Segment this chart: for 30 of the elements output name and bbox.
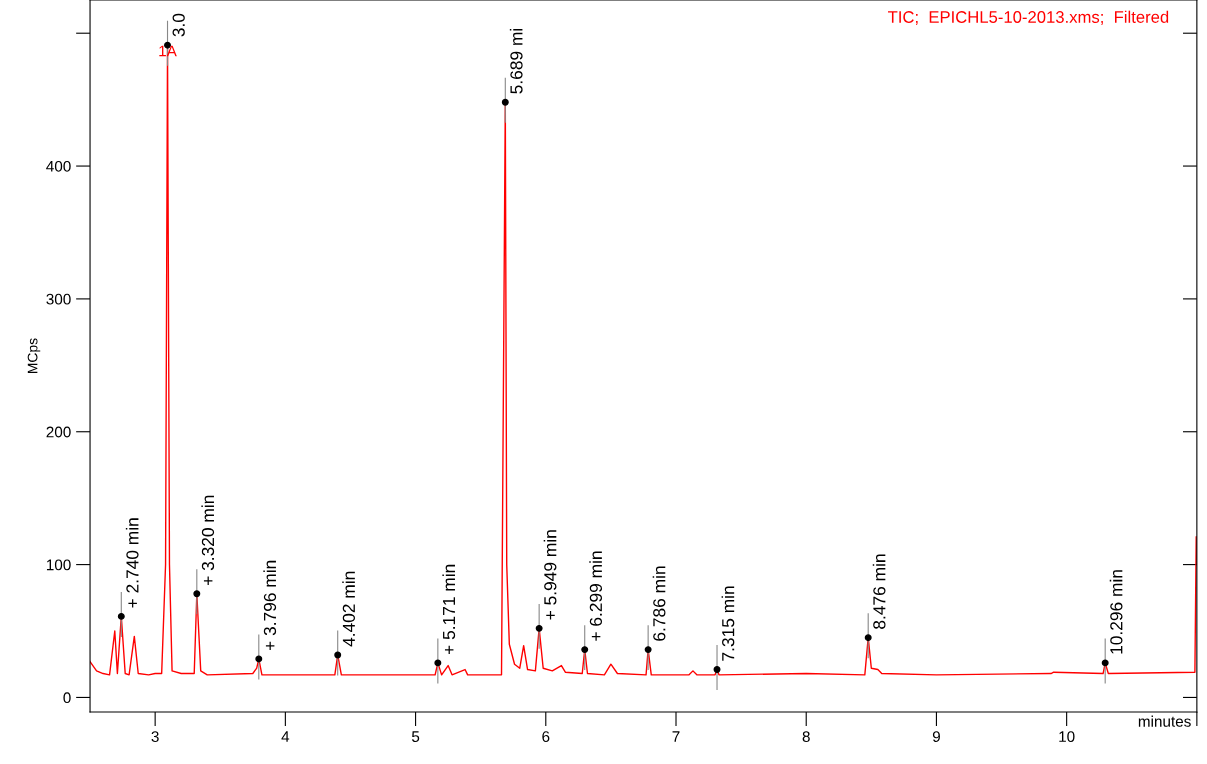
text: TIC; EPICHL5-10-2013.xms; Filtered bbox=[888, 10, 1169, 25]
x-axis-title: minutes bbox=[1138, 715, 1191, 727]
annotation: + 3.796 min bbox=[263, 560, 277, 651]
annotation: 7.315 min bbox=[721, 586, 735, 661]
annotation: 10.296 min bbox=[1109, 570, 1123, 654]
x-tick-label: 7 bbox=[672, 731, 680, 742]
y-tick-label: 100 bbox=[46, 559, 71, 571]
annotation: + 2.740 min bbox=[125, 518, 139, 608]
x-tick-label: 6 bbox=[542, 731, 550, 743]
annotation: 5.689 mi bbox=[509, 28, 523, 94]
x-tick-label: 5 bbox=[411, 731, 420, 743]
annotation: 4.402 min bbox=[342, 571, 356, 647]
y-tick-label: 0 bbox=[63, 692, 71, 704]
annotation: + 5.171 min bbox=[442, 564, 456, 655]
annotation: 6.786 min bbox=[652, 566, 666, 641]
y-tick-label: 400 bbox=[46, 160, 71, 172]
annotation: 8.476 min bbox=[872, 554, 886, 629]
x-tick-label: 8 bbox=[802, 731, 810, 743]
y-axis-title: MCps bbox=[27, 338, 41, 374]
annotation: + 3.320 min bbox=[201, 495, 215, 585]
x-tick-label: 4 bbox=[281, 731, 290, 742]
annotation: 1A bbox=[159, 45, 177, 57]
x-tick-label: 3 bbox=[151, 731, 159, 743]
x-tick-label: 9 bbox=[932, 731, 940, 743]
x-tick-label: 10 bbox=[1059, 731, 1075, 743]
y-tick-label: 200 bbox=[46, 426, 71, 438]
annotation: + 5.949 min bbox=[543, 530, 557, 620]
y-tick-label: 300 bbox=[46, 293, 71, 305]
annotation: 3.0 bbox=[172, 13, 185, 37]
annotation: + 6.299 min bbox=[589, 551, 603, 641]
